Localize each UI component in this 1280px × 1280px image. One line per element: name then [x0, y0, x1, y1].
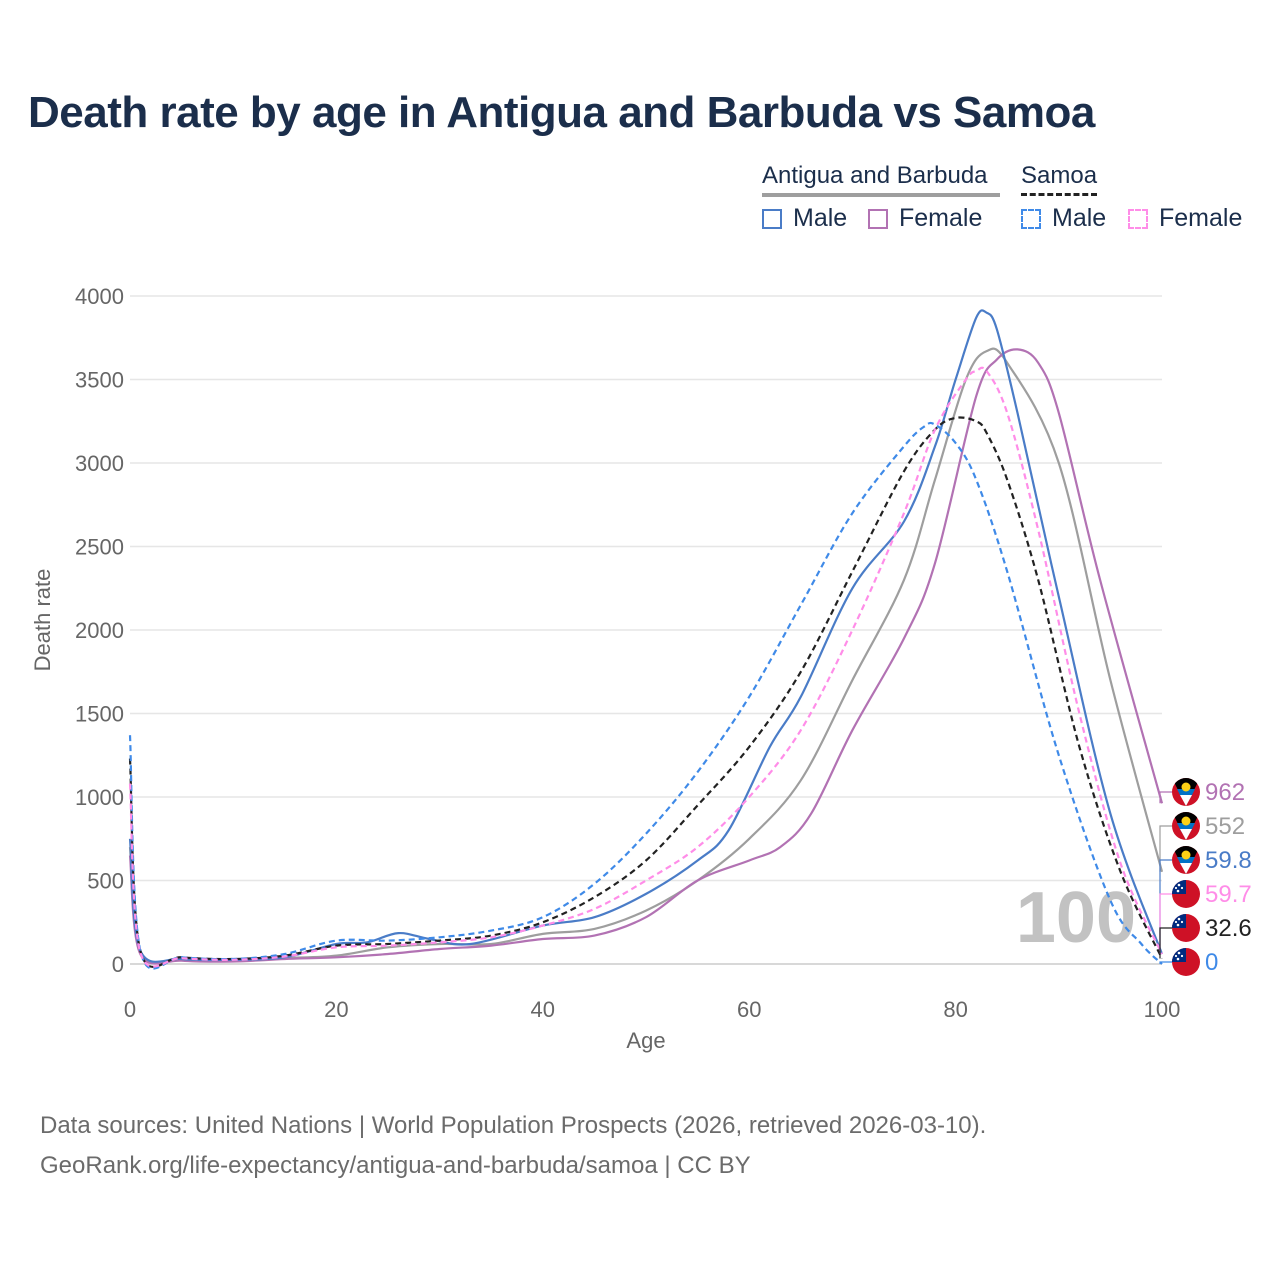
series-line-antigua-and-barbuda-total[interactable] — [128, 347, 1164, 964]
x-tick-label: 60 — [737, 997, 761, 1022]
y-tick-label: 3500 — [75, 368, 124, 393]
end-label-connector — [1159, 791, 1172, 804]
data-sources-text: Data sources: United Nations | World Pop… — [40, 1112, 987, 1139]
end-label-connector — [1159, 961, 1172, 964]
antigua-and-barbuda-flag-icon — [1172, 778, 1200, 806]
series-line-samoa-total[interactable] — [128, 416, 1163, 968]
y-tick-label: 3000 — [75, 451, 124, 476]
series-line-antigua-and-barbuda-female[interactable] — [128, 348, 1164, 965]
end-value-label: 552 — [1205, 813, 1245, 840]
antigua-and-barbuda-flag-icon — [1172, 846, 1200, 874]
chart-title: Death rate by age in Antigua and Barbuda… — [28, 88, 1095, 137]
y-tick-label: 0 — [112, 952, 124, 977]
y-tick-label: 1500 — [75, 702, 124, 727]
x-tick-label: 20 — [324, 997, 348, 1022]
y-tick-label: 2500 — [75, 535, 124, 560]
age-overlay: 100 — [1016, 878, 1136, 958]
x-tick-label: 80 — [943, 997, 967, 1022]
antigua-and-barbuda-flag-icon — [1172, 812, 1200, 840]
end-value-label: 0 — [1205, 949, 1218, 976]
end-value-label: 59.8 — [1205, 847, 1252, 874]
end-value-label: 962 — [1205, 779, 1245, 806]
x-axis-title: Age — [626, 1028, 665, 1053]
x-tick-label: 40 — [531, 997, 555, 1022]
end-value-label: 59.7 — [1205, 881, 1252, 908]
y-tick-label: 1000 — [75, 785, 124, 810]
x-tick-label: 100 — [1144, 997, 1181, 1022]
y-tick-label: 500 — [87, 869, 124, 894]
end-label-connector — [1159, 927, 1172, 959]
end-value-label: 32.6 — [1205, 915, 1252, 942]
source-url-link[interactable]: GeoRank.org/life-expectancy/antigua-and-… — [40, 1152, 751, 1179]
samoa-flag-icon — [1172, 948, 1200, 976]
samoa-flag-icon — [1172, 914, 1200, 942]
footer: Data sources: United Nations | World Pop… — [40, 1106, 986, 1186]
samoa-flag-icon — [1172, 880, 1200, 908]
y-tick-label: 4000 — [75, 284, 124, 309]
end-label-connector — [1159, 859, 1172, 954]
y-tick-label: 2000 — [75, 618, 124, 643]
end-label-connector — [1159, 825, 1172, 872]
end-label-connector — [1159, 893, 1172, 954]
y-axis-title: Death rate — [30, 569, 55, 672]
series-line-samoa-male[interactable] — [128, 421, 1163, 970]
series-line-antigua-and-barbuda-male[interactable] — [128, 309, 1164, 963]
x-tick-label: 0 — [124, 997, 136, 1022]
series-line-samoa-female[interactable] — [128, 366, 1163, 968]
